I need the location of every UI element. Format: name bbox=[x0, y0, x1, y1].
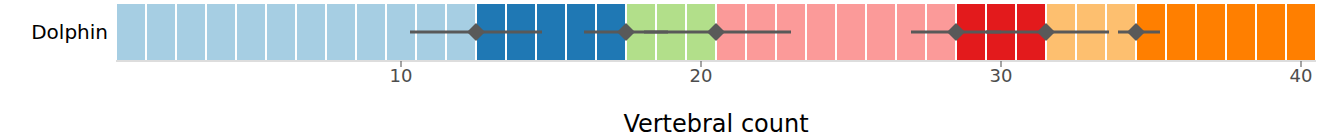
svg-text:Vertebral count: Vertebral count bbox=[623, 110, 808, 134]
svg-text:30: 30 bbox=[990, 65, 1013, 86]
svg-text:40: 40 bbox=[1290, 65, 1313, 86]
svg-text:20: 20 bbox=[690, 65, 713, 86]
svg-text:Dolphin: Dolphin bbox=[31, 20, 108, 44]
svg-text:10: 10 bbox=[390, 65, 413, 86]
